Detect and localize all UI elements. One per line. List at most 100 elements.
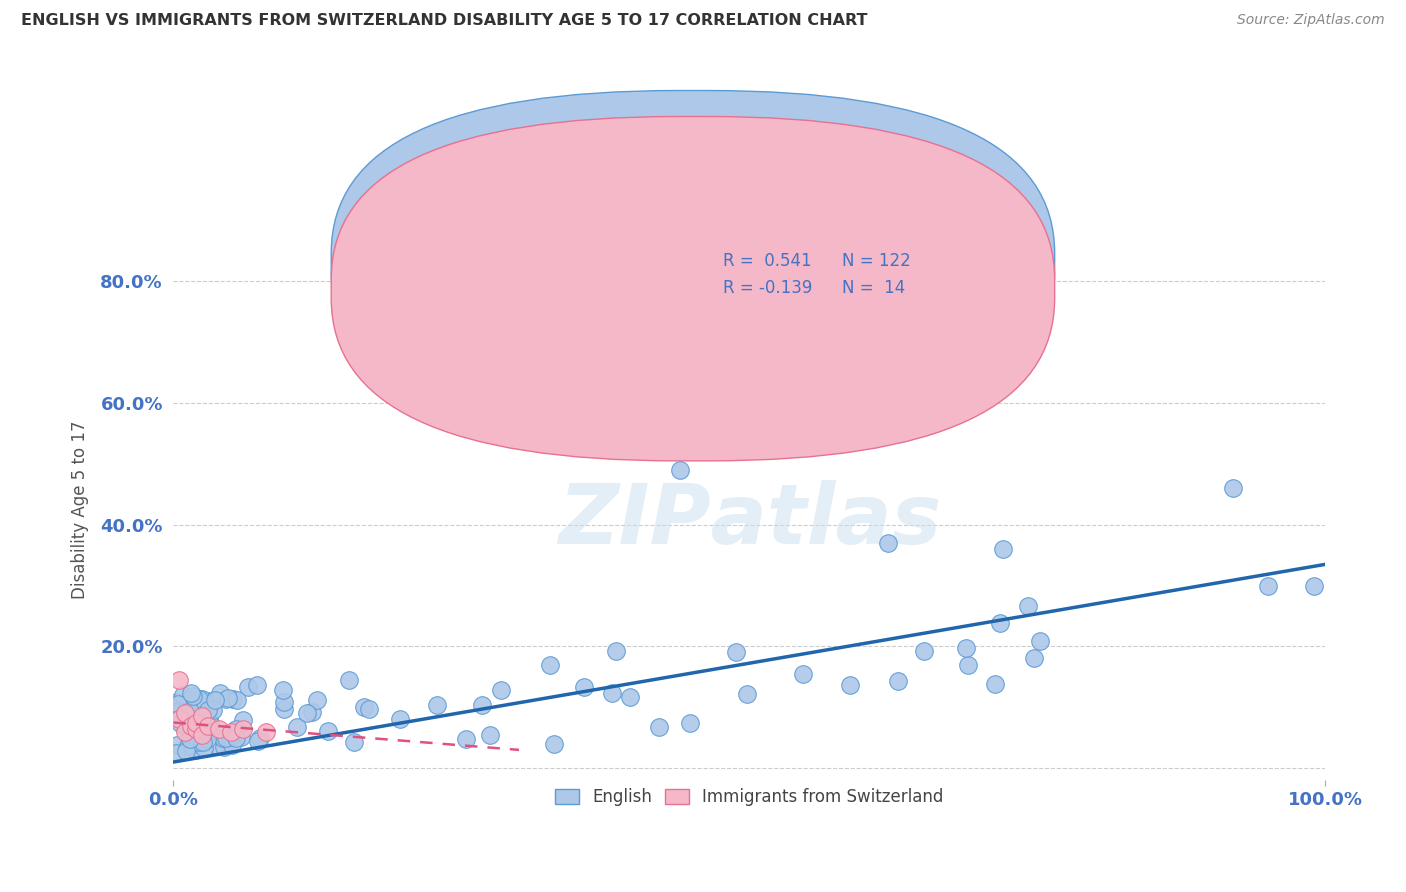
Point (876, 536, 898, 550)
Point (193, 707, 215, 722)
Point (163, 705, 186, 719)
Point (1022, 650, 1045, 665)
Point (184, 713, 207, 727)
Point (479, 728, 502, 742)
Point (343, 735, 366, 749)
Point (180, 732, 202, 747)
Point (572, 680, 595, 694)
Point (188, 691, 211, 706)
Point (177, 739, 200, 753)
Text: R = -0.139: R = -0.139 (723, 278, 813, 297)
Legend: English, Immigrants from Switzerland: English, Immigrants from Switzerland (548, 781, 950, 813)
Point (425, 698, 447, 712)
Point (217, 691, 239, 706)
Point (231, 722, 253, 736)
Point (194, 715, 217, 730)
Point (183, 698, 205, 712)
Point (489, 683, 512, 698)
Point (761, 384, 783, 398)
Point (1017, 599, 1039, 614)
Point (191, 719, 214, 733)
Point (254, 724, 277, 739)
Point (773, 377, 796, 392)
Point (180, 686, 202, 700)
Point (197, 718, 219, 732)
Point (174, 724, 197, 739)
Point (174, 706, 197, 721)
Point (194, 703, 217, 717)
Point (226, 692, 249, 706)
Point (204, 738, 226, 752)
Point (669, 323, 692, 337)
Point (165, 747, 187, 761)
Point (792, 666, 814, 681)
Point (1222, 481, 1244, 495)
Point (221, 692, 243, 706)
Point (180, 718, 202, 732)
Text: Source: ZipAtlas.com: Source: ZipAtlas.com (1237, 13, 1385, 28)
Text: ENGLISH VS IMMIGRANTS FROM SWITZERLAND DISABILITY AGE 5 TO 17 CORRELATION CHART: ENGLISH VS IMMIGRANTS FROM SWITZERLAND D… (21, 13, 868, 29)
Text: ZIP​atlas: ZIP​atlas (558, 480, 941, 561)
Point (229, 731, 252, 745)
Point (225, 723, 247, 737)
Point (166, 695, 188, 709)
Y-axis label: Disability Age 5 to 17: Disability Age 5 to 17 (72, 420, 89, 599)
Point (169, 704, 191, 718)
Point (190, 701, 212, 715)
Point (605, 644, 627, 658)
Point (187, 718, 209, 732)
Point (193, 740, 215, 755)
FancyBboxPatch shape (664, 244, 950, 307)
Point (169, 716, 191, 731)
Point (619, 690, 641, 704)
Point (211, 731, 233, 745)
Point (991, 542, 1014, 557)
Point (273, 702, 295, 716)
Point (238, 680, 260, 694)
Point (179, 704, 201, 718)
Point (246, 678, 269, 692)
Point (838, 678, 860, 692)
Point (912, 644, 935, 658)
Point (190, 692, 212, 706)
Point (198, 712, 221, 726)
Point (173, 719, 195, 733)
Point (215, 692, 238, 706)
Point (295, 706, 318, 720)
Point (955, 640, 977, 655)
Point (197, 693, 219, 707)
Point (193, 723, 215, 738)
Point (183, 695, 205, 709)
Text: N =  14: N = 14 (842, 278, 905, 297)
Point (191, 718, 214, 732)
Point (208, 686, 231, 700)
Point (247, 734, 270, 748)
Point (1029, 633, 1052, 648)
Point (183, 711, 205, 725)
Point (249, 731, 271, 746)
Point (957, 657, 980, 672)
Point (187, 713, 209, 727)
Point (191, 728, 214, 742)
Point (177, 730, 200, 744)
Point (648, 720, 671, 734)
Point (273, 695, 295, 709)
Point (305, 693, 328, 707)
Point (179, 731, 201, 746)
Point (219, 730, 242, 744)
Point (190, 731, 212, 745)
Point (169, 712, 191, 726)
Point (1257, 579, 1279, 593)
Point (285, 721, 308, 735)
Point (471, 698, 494, 712)
Point (221, 738, 243, 752)
Point (184, 743, 207, 757)
Point (166, 739, 188, 753)
Point (725, 645, 748, 659)
Point (174, 744, 197, 758)
Point (208, 722, 231, 736)
Point (988, 615, 1011, 630)
Point (179, 729, 201, 743)
FancyBboxPatch shape (332, 90, 1054, 435)
Point (166, 701, 188, 715)
